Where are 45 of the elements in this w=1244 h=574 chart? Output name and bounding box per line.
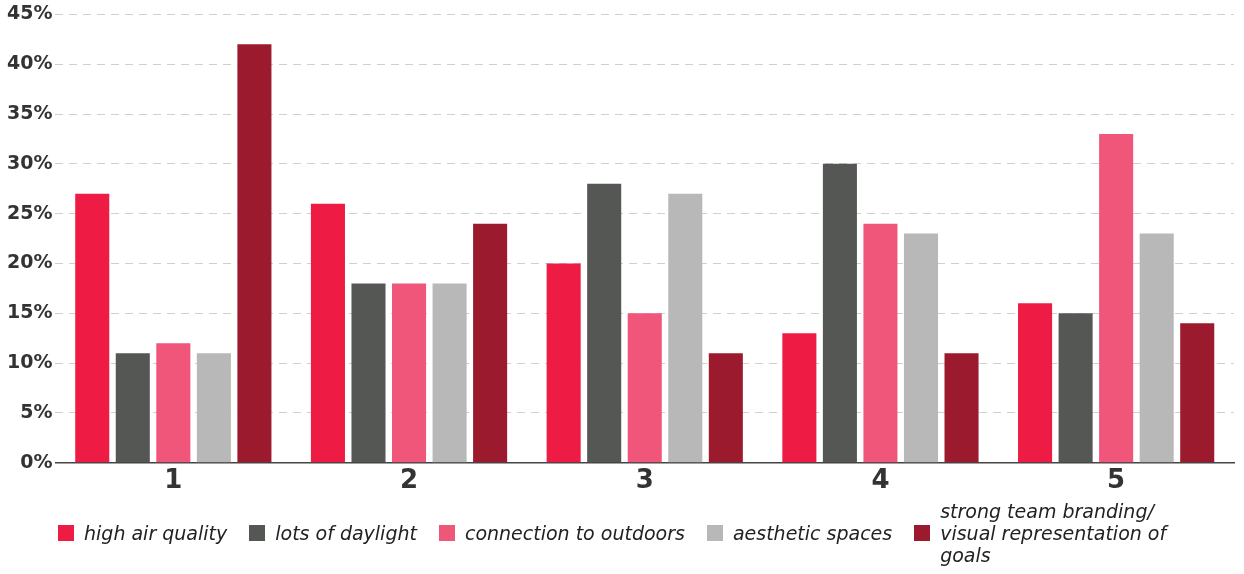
y-tick-label: 35% [6, 100, 53, 123]
bar [1099, 133, 1134, 463]
bar [432, 283, 467, 463]
bar [473, 223, 508, 463]
legend-label: high air quality [84, 522, 228, 544]
bar [822, 163, 857, 463]
y-tick-label: 30% [6, 150, 53, 173]
bar [392, 283, 427, 463]
bar [196, 353, 231, 463]
bar [1139, 233, 1174, 463]
bar [115, 353, 150, 463]
bar [863, 223, 898, 463]
bar [546, 263, 581, 463]
bar [351, 283, 386, 463]
bar [237, 44, 272, 463]
legend-label: strong team branding/ visual representation of goals [940, 500, 1170, 566]
bar [627, 313, 662, 463]
y-tick-label: 45% [6, 1, 53, 24]
x-tick-label: 3 [635, 464, 654, 495]
bar [587, 183, 622, 463]
legend-label: lots of daylight [275, 522, 417, 544]
y-tick-label: 5% [20, 399, 53, 422]
x-tick-label: 1 [164, 464, 183, 495]
x-tick-label: 2 [399, 464, 419, 495]
bar [75, 193, 110, 463]
bar [708, 353, 743, 463]
legend-label: connection to outdoors [464, 522, 685, 544]
x-tick-label: 4 [871, 464, 890, 495]
y-tick-label: 0% [20, 449, 53, 472]
y-tick-label: 15% [6, 300, 53, 323]
bar [1180, 323, 1215, 463]
bar [903, 233, 939, 463]
y-tick-label: 10% [6, 350, 53, 373]
legend-label: aesthetic spaces [732, 522, 893, 544]
bar [310, 203, 345, 463]
bar [156, 343, 191, 463]
bar [1058, 313, 1093, 463]
y-tick-label: 25% [6, 200, 53, 223]
y-tick-label: 40% [6, 51, 53, 74]
bar [668, 193, 703, 463]
bar [944, 353, 979, 463]
bar [1018, 303, 1053, 463]
y-tick-label: 20% [6, 250, 53, 273]
x-tick-label: 5 [1107, 464, 1126, 495]
bar [782, 333, 817, 463]
